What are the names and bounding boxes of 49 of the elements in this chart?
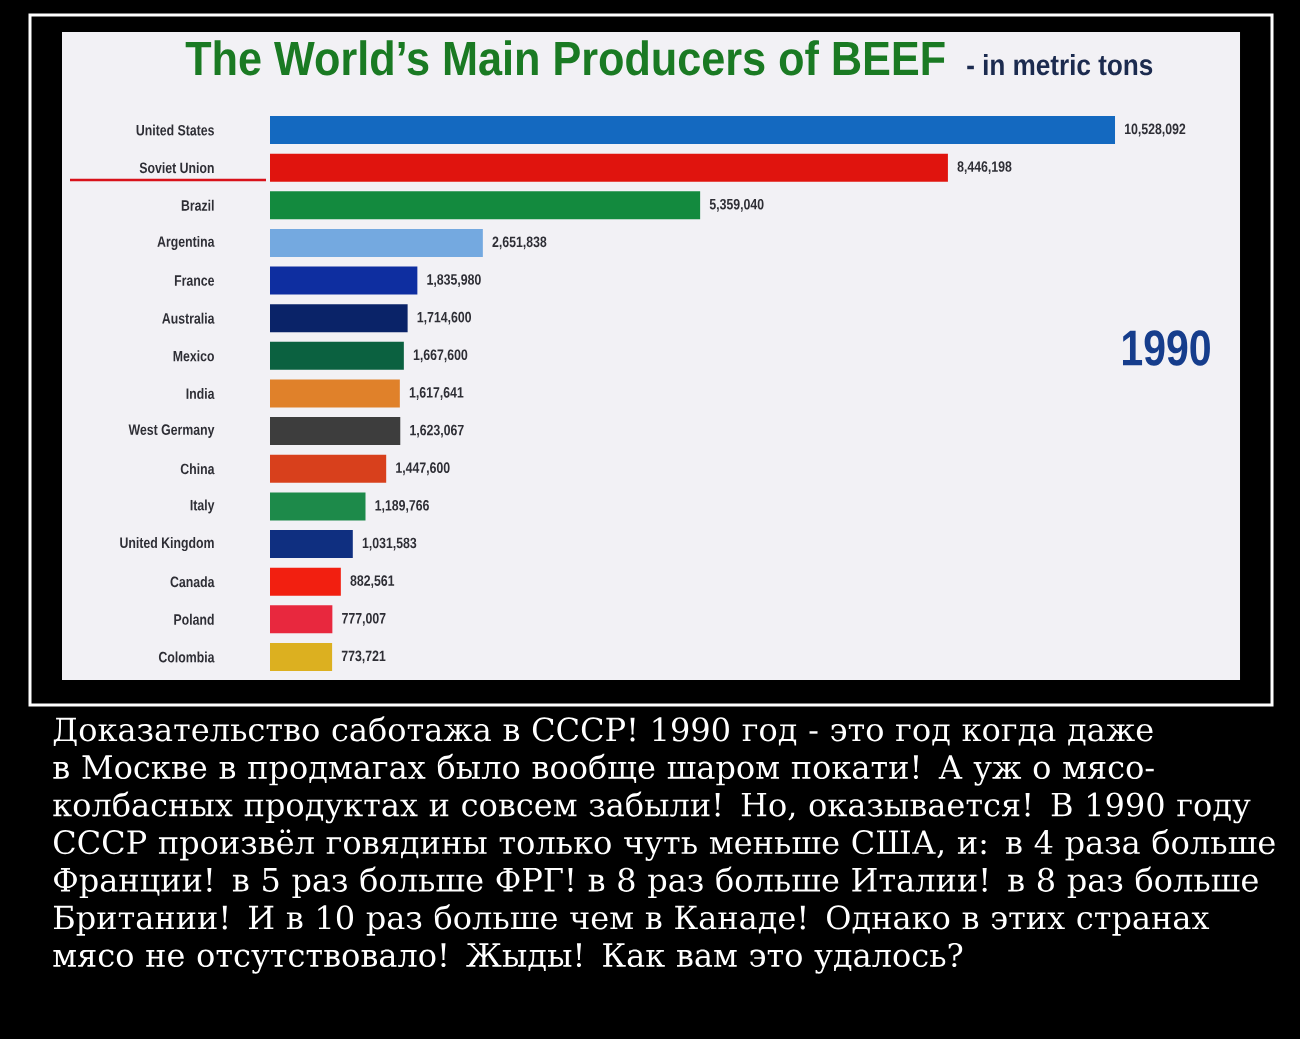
data-label: 1,189,766: [375, 500, 429, 513]
bar: [270, 454, 387, 483]
data-label: 777,007: [342, 612, 386, 626]
bar: [270, 153, 948, 182]
y-tick-label: Poland: [174, 613, 214, 625]
y-tick-label: Italy: [190, 499, 215, 514]
data-label: 5,359,040: [709, 198, 764, 212]
data-label: 1,447,600: [396, 462, 450, 476]
y-tick-label: Argentina: [157, 235, 215, 250]
bar: [270, 341, 404, 370]
bar: [270, 417, 401, 446]
data-label: 1,714,600: [417, 311, 472, 325]
y-tick-label: Mexico: [173, 350, 214, 362]
data-label: 1,623,067: [410, 424, 464, 438]
data-label: 10,528,092: [1124, 123, 1186, 137]
bar: [270, 228, 483, 257]
y-tick-label: United Kingdom: [120, 537, 214, 552]
y-tick-label: Canada: [170, 576, 215, 588]
data-label: 2,651,838: [492, 236, 547, 250]
bar: [270, 379, 400, 408]
bar: [270, 191, 701, 220]
chart-title: The World’s Main Producers of BEEF: [185, 40, 945, 76]
y-tick-label: China: [180, 463, 215, 475]
bar: [270, 605, 333, 634]
y-tick-label: Colombia: [158, 651, 215, 663]
bar: [270, 492, 366, 521]
bar: [270, 530, 353, 559]
bar: [270, 116, 1116, 144]
bar: [270, 567, 341, 596]
y-tick-label: India: [186, 387, 215, 399]
bar: [270, 304, 408, 333]
bar: [270, 266, 418, 295]
chart-subtitle: - in metric tons: [967, 53, 1153, 76]
y-tick-label: United States: [136, 124, 214, 136]
data-label: 1,667,600: [413, 349, 468, 363]
data-label: 1,835,980: [427, 274, 481, 287]
data-label: 1,617,641: [409, 387, 464, 400]
y-tick-label: Brazil: [181, 199, 214, 211]
text: 1990: [1123, 330, 1210, 366]
bar: [270, 642, 333, 671]
data-label: 8,446,198: [957, 161, 1012, 175]
y-tick-label: Australia: [162, 312, 215, 324]
y-tick-label: West Germany: [128, 424, 215, 438]
text: Доказательство саботажа в СССР! 1990 год - это год когда даже в Москве в продмагах было вообще шаром покати! А уж о мясо-колбасных продуктах и совсем забыли! Но, оказывается! В 1990 году СССР произвёл говядины только чуть меньше США, и: в 4 раза больше Франции! в 5 раз больше ФРГ! в 8 раз больше Италии! в 8 раз больше Британии! И в 10 раз больше чем в Канаде! Однако в этих странах мясо не отсутствовало! Жыды! Как вам это удалось?: [53, 716, 1275, 974]
data-label: 882,561: [350, 575, 395, 589]
data-label: 773,721: [341, 650, 386, 664]
y-tick-label: Soviet Union: [139, 162, 214, 174]
data-label: 1,031,583: [362, 537, 417, 551]
y-tick-label: France: [174, 275, 215, 286]
